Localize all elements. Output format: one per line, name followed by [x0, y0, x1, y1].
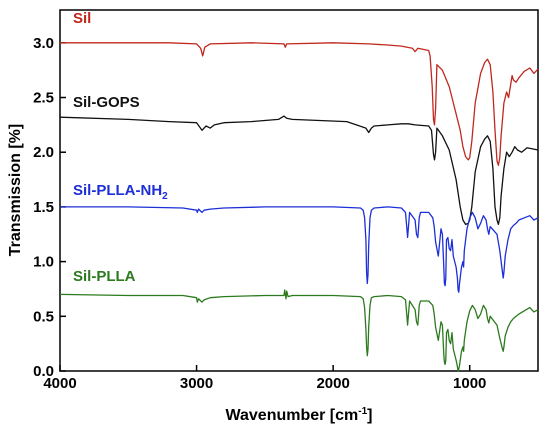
x-axis-label: Wavenumber [cm-1] [225, 406, 372, 424]
plot-frame [59, 9, 539, 372]
y-tick-label: 3.0 [33, 35, 54, 52]
x-axis-label-main: Wavenumber [cm [225, 407, 358, 424]
y-tick-label: 2.0 [33, 144, 54, 161]
x-tick-label: 4000 [43, 375, 76, 392]
y-tick-label: 0.0 [33, 363, 54, 380]
series-label-sil: Sil [73, 10, 91, 27]
x-tick-label: 3000 [180, 375, 213, 392]
series-label-sil-gops: Sil-GOPS [73, 94, 140, 111]
series-line-sil-plla-nh2 [60, 206, 539, 293]
series-label-sil-plla: Sil-PLLA [73, 268, 136, 285]
series-lines [59, 42, 539, 372]
x-axis-label-end: ] [367, 407, 372, 424]
y-axis-label: Transmission [%] [7, 124, 24, 256]
y-tick-label: 1.5 [33, 199, 54, 216]
series-line-sil [60, 42, 539, 166]
series-label-sil-plla-nh2: Sil-PLLA-NH2 [73, 182, 168, 202]
series-label-sil-plla-nh2-sub: 2 [162, 191, 168, 202]
series-line-sil-plla [59, 289, 539, 372]
series-label-sil-plla-nh2-main: Sil-PLLA-NH [73, 182, 162, 199]
x-tick-label: 2000 [316, 375, 349, 392]
y-tick-label: 1.0 [33, 254, 54, 271]
y-tick-label: 2.5 [33, 90, 54, 107]
axis-ticks: 4000 3000 2000 1000 0.0 0.5 1.0 1.5 2.0 2.5 3.0 [33, 35, 486, 392]
series-line-sil-gops [59, 115, 539, 226]
x-axis-label-sup: -1 [358, 406, 367, 417]
y-tick-label: 0.5 [33, 308, 54, 325]
x-tick-label: 1000 [453, 375, 486, 392]
